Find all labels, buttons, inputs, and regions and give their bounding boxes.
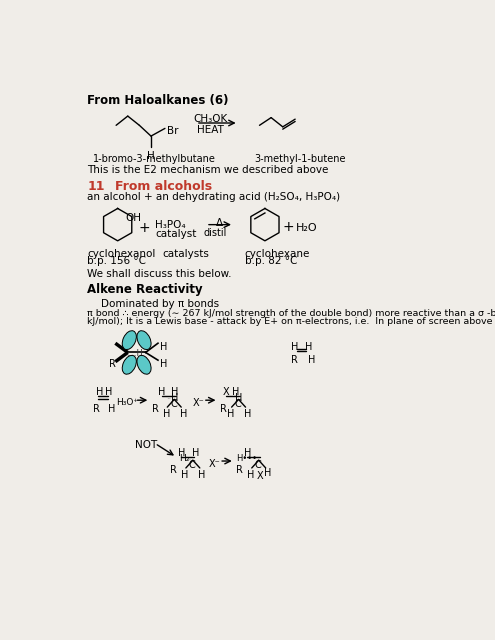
Text: Dominated by π bonds: Dominated by π bonds [100, 298, 219, 308]
Text: H: H [291, 342, 298, 353]
Text: C: C [170, 399, 177, 410]
Text: This is the E2 mechanism we described above: This is the E2 mechanism we described ab… [88, 165, 329, 175]
Text: H: H [180, 409, 187, 419]
Text: HEAT: HEAT [197, 125, 224, 135]
Text: Br: Br [166, 127, 178, 136]
Text: H: H [108, 404, 116, 414]
Ellipse shape [137, 331, 151, 349]
Text: H: H [236, 393, 243, 403]
Text: +: + [282, 220, 294, 234]
Text: H: H [227, 409, 234, 419]
Text: cyclohexanol: cyclohexanol [88, 248, 156, 259]
Text: ..: .. [186, 452, 191, 461]
Text: H: H [178, 448, 186, 458]
Text: C: C [235, 399, 241, 410]
Ellipse shape [122, 331, 136, 349]
Text: H•••: H••• [236, 454, 257, 463]
Text: b.p. 82 °C: b.p. 82 °C [245, 256, 297, 266]
Text: X: X [256, 471, 263, 481]
Text: X⁻: X⁻ [193, 398, 204, 408]
Text: +: + [138, 221, 150, 235]
Text: π bond ∴ energy (∼ 267 kJ/mol strength of the double bond) more reactive than a : π bond ∴ energy (∼ 267 kJ/mol strength o… [88, 309, 495, 318]
Text: H: H [181, 470, 189, 479]
Text: C: C [254, 460, 261, 470]
Text: H₂O: H₂O [296, 223, 318, 233]
Text: From Haloalkanes (6): From Haloalkanes (6) [88, 93, 229, 107]
Text: an alcohol + an dehydrating acid (H₂SO₄, H₃PO₄): an alcohol + an dehydrating acid (H₂SO₄,… [88, 192, 341, 202]
Text: R: R [109, 358, 116, 369]
Text: H₃O⁺: H₃O⁺ [116, 398, 138, 407]
Text: H: H [105, 387, 113, 397]
Text: H₃PO₄: H₃PO₄ [155, 220, 186, 230]
Ellipse shape [137, 355, 151, 374]
Text: H: H [192, 448, 199, 458]
Text: catalyst: catalyst [155, 229, 196, 239]
Text: H: H [304, 342, 312, 353]
Text: H: H [244, 409, 251, 419]
Text: b.p. 156 °C: b.p. 156 °C [88, 256, 147, 266]
Text: NOT: NOT [136, 440, 158, 451]
Text: R: R [152, 404, 159, 414]
Text: Alkene Reactivity: Alkene Reactivity [88, 283, 203, 296]
Text: H: H [147, 150, 155, 161]
Text: X: X [222, 387, 229, 397]
Text: H: H [171, 387, 179, 397]
Text: H: H [307, 355, 315, 365]
Text: OH: OH [125, 213, 142, 223]
Text: X⁻: X⁻ [209, 459, 221, 468]
Text: H: H [159, 342, 167, 351]
Text: H: H [163, 409, 170, 419]
Text: distil: distil [203, 228, 227, 237]
Text: We shall discuss this below.: We shall discuss this below. [88, 269, 232, 279]
Text: H: H [96, 387, 103, 397]
Text: H: H [171, 393, 179, 403]
Text: R: R [220, 404, 227, 414]
Text: H: H [158, 387, 165, 397]
Text: R: R [291, 355, 297, 365]
Text: cyclohexane: cyclohexane [245, 248, 310, 259]
Text: H: H [247, 470, 254, 479]
Text: R: R [236, 465, 243, 475]
Text: kJ/mol); It is a Lewis base - attack by E+ on π-electrons, i.e.  In plane of scr: kJ/mol); It is a Lewis base - attack by … [88, 317, 495, 326]
Text: R: R [93, 404, 100, 414]
Text: Δ: Δ [216, 218, 223, 228]
Text: H: H [198, 470, 205, 479]
Text: C: C [189, 460, 196, 470]
Text: H: H [264, 468, 272, 478]
Text: ..: .. [166, 392, 171, 401]
Text: ....H: ....H [126, 349, 143, 358]
Text: CH₃OK: CH₃OK [194, 114, 228, 124]
Text: R: R [170, 465, 177, 475]
Text: H: H [232, 387, 240, 397]
Text: H: H [159, 358, 167, 369]
Text: 11: 11 [88, 180, 105, 193]
Ellipse shape [122, 355, 136, 374]
Text: catalysts: catalysts [163, 248, 209, 259]
Text: H₂: H₂ [179, 454, 189, 463]
Text: 1-bromo-3-methylbutane: 1-bromo-3-methylbutane [93, 154, 216, 164]
Text: From alcohols: From alcohols [114, 180, 212, 193]
Text: 3-methyl-1-butene: 3-methyl-1-butene [254, 154, 346, 164]
Text: H: H [244, 448, 251, 458]
